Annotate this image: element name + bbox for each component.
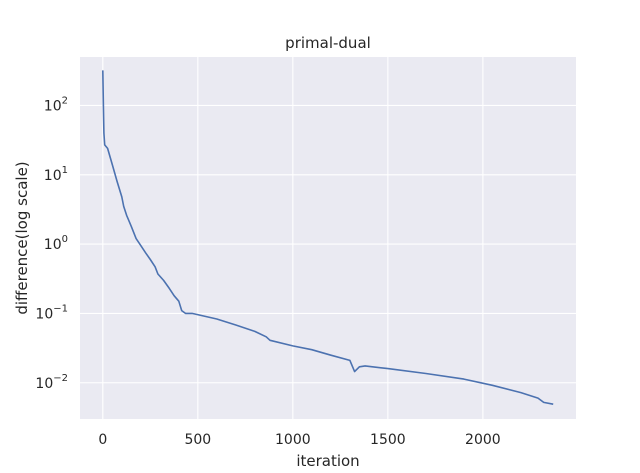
- x-tick-label: 1500: [370, 432, 406, 448]
- x-tick-label: 1000: [275, 432, 311, 448]
- y-tick-base: 10: [35, 376, 53, 392]
- y-tick-label: 102: [44, 95, 68, 114]
- y-tick-exponent: 0: [62, 234, 68, 245]
- x-axis-label: iteration: [296, 452, 359, 470]
- y-tick-label: 10−2: [35, 373, 68, 392]
- x-axis-ticks: 0 500 1000 1500 2000: [98, 432, 500, 448]
- y-tick-exponent: −2: [53, 373, 68, 384]
- x-tick-label: 0: [98, 432, 107, 448]
- y-tick-label: 10−1: [35, 303, 68, 322]
- y-tick-base: 10: [44, 98, 62, 114]
- x-tick-label: 500: [184, 432, 211, 448]
- y-axis-label: difference(log scale): [13, 161, 31, 314]
- y-tick-exponent: −1: [53, 303, 68, 314]
- y-tick-exponent: 2: [62, 95, 68, 106]
- plot-area: [80, 57, 576, 419]
- grid: [80, 57, 576, 419]
- x-tick-label: 2000: [465, 432, 501, 448]
- y-tick-base: 10: [44, 237, 62, 253]
- y-tick-exponent: 1: [62, 165, 68, 176]
- chart-title: primal-dual: [285, 34, 371, 52]
- y-tick-label: 101: [44, 165, 68, 184]
- y-tick-label: 100: [44, 234, 68, 253]
- series-line: [102, 70, 554, 405]
- y-tick-base: 10: [44, 168, 62, 184]
- y-tick-base: 10: [35, 306, 53, 322]
- series-layer: [102, 70, 554, 405]
